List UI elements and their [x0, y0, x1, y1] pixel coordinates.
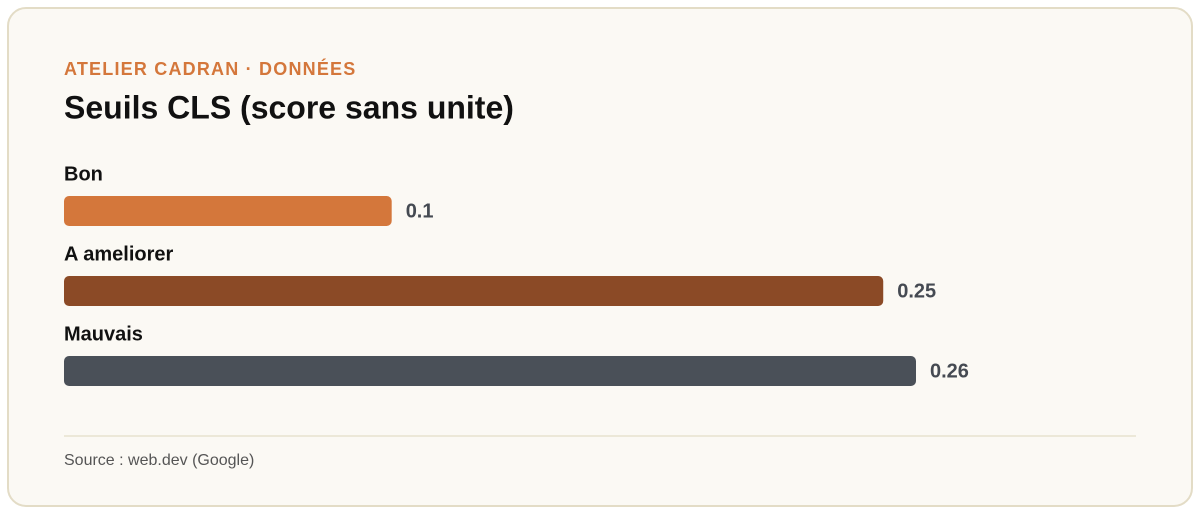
bar	[64, 356, 916, 386]
card	[7, 7, 1193, 507]
category-label: A ameliorer	[64, 243, 174, 265]
value-label: 0.25	[897, 280, 936, 302]
bar	[64, 196, 392, 226]
category-label: Mauvais	[64, 323, 143, 345]
source: Source : web.dev (Google)	[64, 452, 254, 469]
chart-title: Seuils CLS (score sans unite)	[64, 89, 514, 125]
value-label: 0.1	[406, 200, 434, 222]
bar	[64, 276, 884, 306]
eyebrow: ATELIER CADRAN · DONNÉES	[64, 58, 356, 79]
category-label: Bon	[64, 163, 103, 185]
value-label: 0.26	[930, 360, 969, 382]
